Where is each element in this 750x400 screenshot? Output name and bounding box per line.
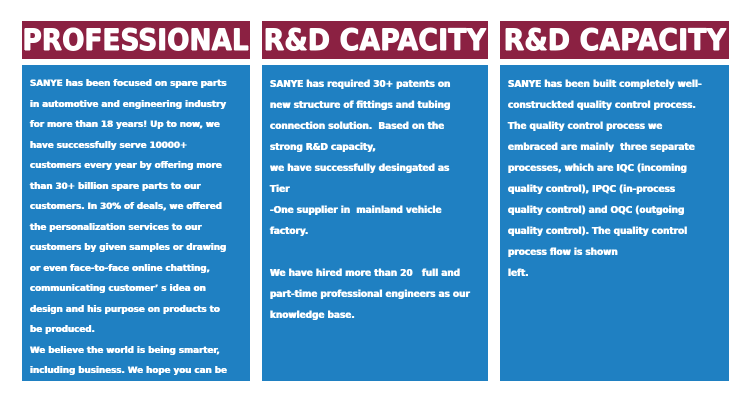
panel-text-rd-capacity-patents: SANYE has required 30+ patents on new st… bbox=[270, 79, 470, 321]
panel-header-rd-capacity-patents: R&D CAPACITY bbox=[262, 21, 488, 59]
panel-body-rd-capacity-quality: SANYE has been built completely well-con… bbox=[500, 65, 729, 381]
panel-rd-capacity-patents: R&D CAPACITY SANYE has required 30+ pate… bbox=[262, 21, 488, 381]
panel-rd-capacity-quality: R&D CAPACITY SANYE has been built comple… bbox=[500, 21, 729, 381]
panel-header-professional: PROFESSIONAL bbox=[22, 21, 250, 59]
panel-text-rd-capacity-quality: SANYE has been built completely well-con… bbox=[508, 79, 702, 279]
panel-header-rd-capacity-quality: R&D CAPACITY bbox=[500, 21, 729, 59]
panel-professional: PROFESSIONAL SANYE has been focused on s… bbox=[22, 21, 250, 381]
panel-title-rd-capacity-patents: R&D CAPACITY bbox=[263, 22, 487, 57]
panel-body-professional: SANYE has been focused on spare parts in… bbox=[22, 65, 250, 381]
panel-text-professional: SANYE has been focused on spare parts in… bbox=[30, 78, 227, 376]
panel-title-rd-capacity-quality: R&D CAPACITY bbox=[503, 22, 726, 57]
panel-body-rd-capacity-patents: SANYE has required 30+ patents on new st… bbox=[262, 65, 488, 381]
panel-title-professional: PROFESSIONAL bbox=[22, 22, 250, 57]
